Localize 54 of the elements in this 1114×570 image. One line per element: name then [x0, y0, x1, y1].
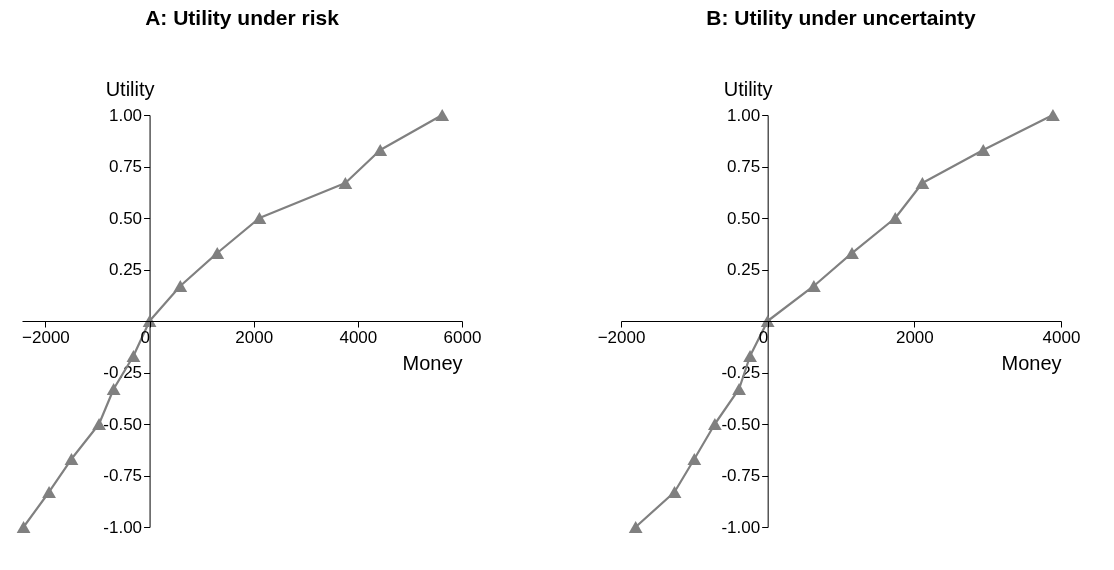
point: [126, 350, 141, 362]
y-tick-label: 0.50: [727, 208, 761, 228]
y-axis-title: Utility: [723, 77, 773, 100]
y-tick-label: 0.50: [108, 208, 143, 228]
y-tick-label: -0.50: [103, 414, 143, 434]
x-tick-label: 4000: [339, 327, 378, 347]
x-tick-label: 2000: [895, 327, 934, 347]
y-tick-label: 1.00: [727, 105, 761, 125]
x-tick-label: 6000: [443, 327, 482, 347]
point: [435, 109, 450, 121]
point: [915, 177, 930, 189]
point: [1046, 109, 1060, 121]
point: [16, 521, 31, 533]
point: [64, 453, 79, 465]
point: [373, 144, 388, 156]
point: [707, 418, 722, 430]
y-tick-label: -0.75: [721, 466, 761, 485]
point: [806, 280, 821, 292]
y-tick-label: 0.25: [727, 260, 761, 279]
chart-title: B: Utility under uncertainty: [706, 6, 977, 29]
y-tick-label: -0.75: [103, 466, 143, 485]
y-tick-label: -0.25: [721, 363, 761, 382]
point: [106, 383, 121, 395]
chart-title: A: Utility under risk: [145, 6, 340, 29]
y-tick-label: 0.75: [108, 157, 143, 176]
y-tick-label: -1.00: [103, 517, 143, 537]
x-tick-label: 0: [758, 327, 769, 347]
point: [210, 247, 225, 259]
y-tick-label: 0.25: [108, 260, 143, 279]
point: [687, 453, 702, 465]
point: [845, 247, 859, 259]
x-tick-label: −2000: [22, 327, 70, 347]
point: [173, 280, 188, 292]
point: [628, 521, 643, 533]
point: [338, 177, 353, 189]
y-axis-title: Utility: [105, 77, 155, 100]
x-axis-title: Money: [1001, 351, 1062, 374]
y-tick-label: -1.00: [721, 517, 761, 537]
y-tick-label: -0.25: [103, 363, 143, 382]
x-tick-label: 4000: [1042, 327, 1081, 347]
point: [888, 212, 903, 224]
x-tick-label: −2000: [597, 327, 646, 347]
point: [732, 383, 746, 395]
x-tick-label: 0: [140, 327, 151, 347]
y-tick-label: 0.75: [727, 157, 761, 176]
point: [743, 350, 757, 362]
point: [667, 486, 682, 498]
y-tick-label: 1.00: [108, 105, 143, 125]
y-tick-label: -0.50: [721, 414, 761, 434]
x-tick-label: 2000: [235, 327, 274, 347]
point: [252, 212, 267, 224]
x-axis-title: Money: [402, 351, 463, 374]
point: [976, 144, 991, 156]
point: [42, 486, 56, 498]
